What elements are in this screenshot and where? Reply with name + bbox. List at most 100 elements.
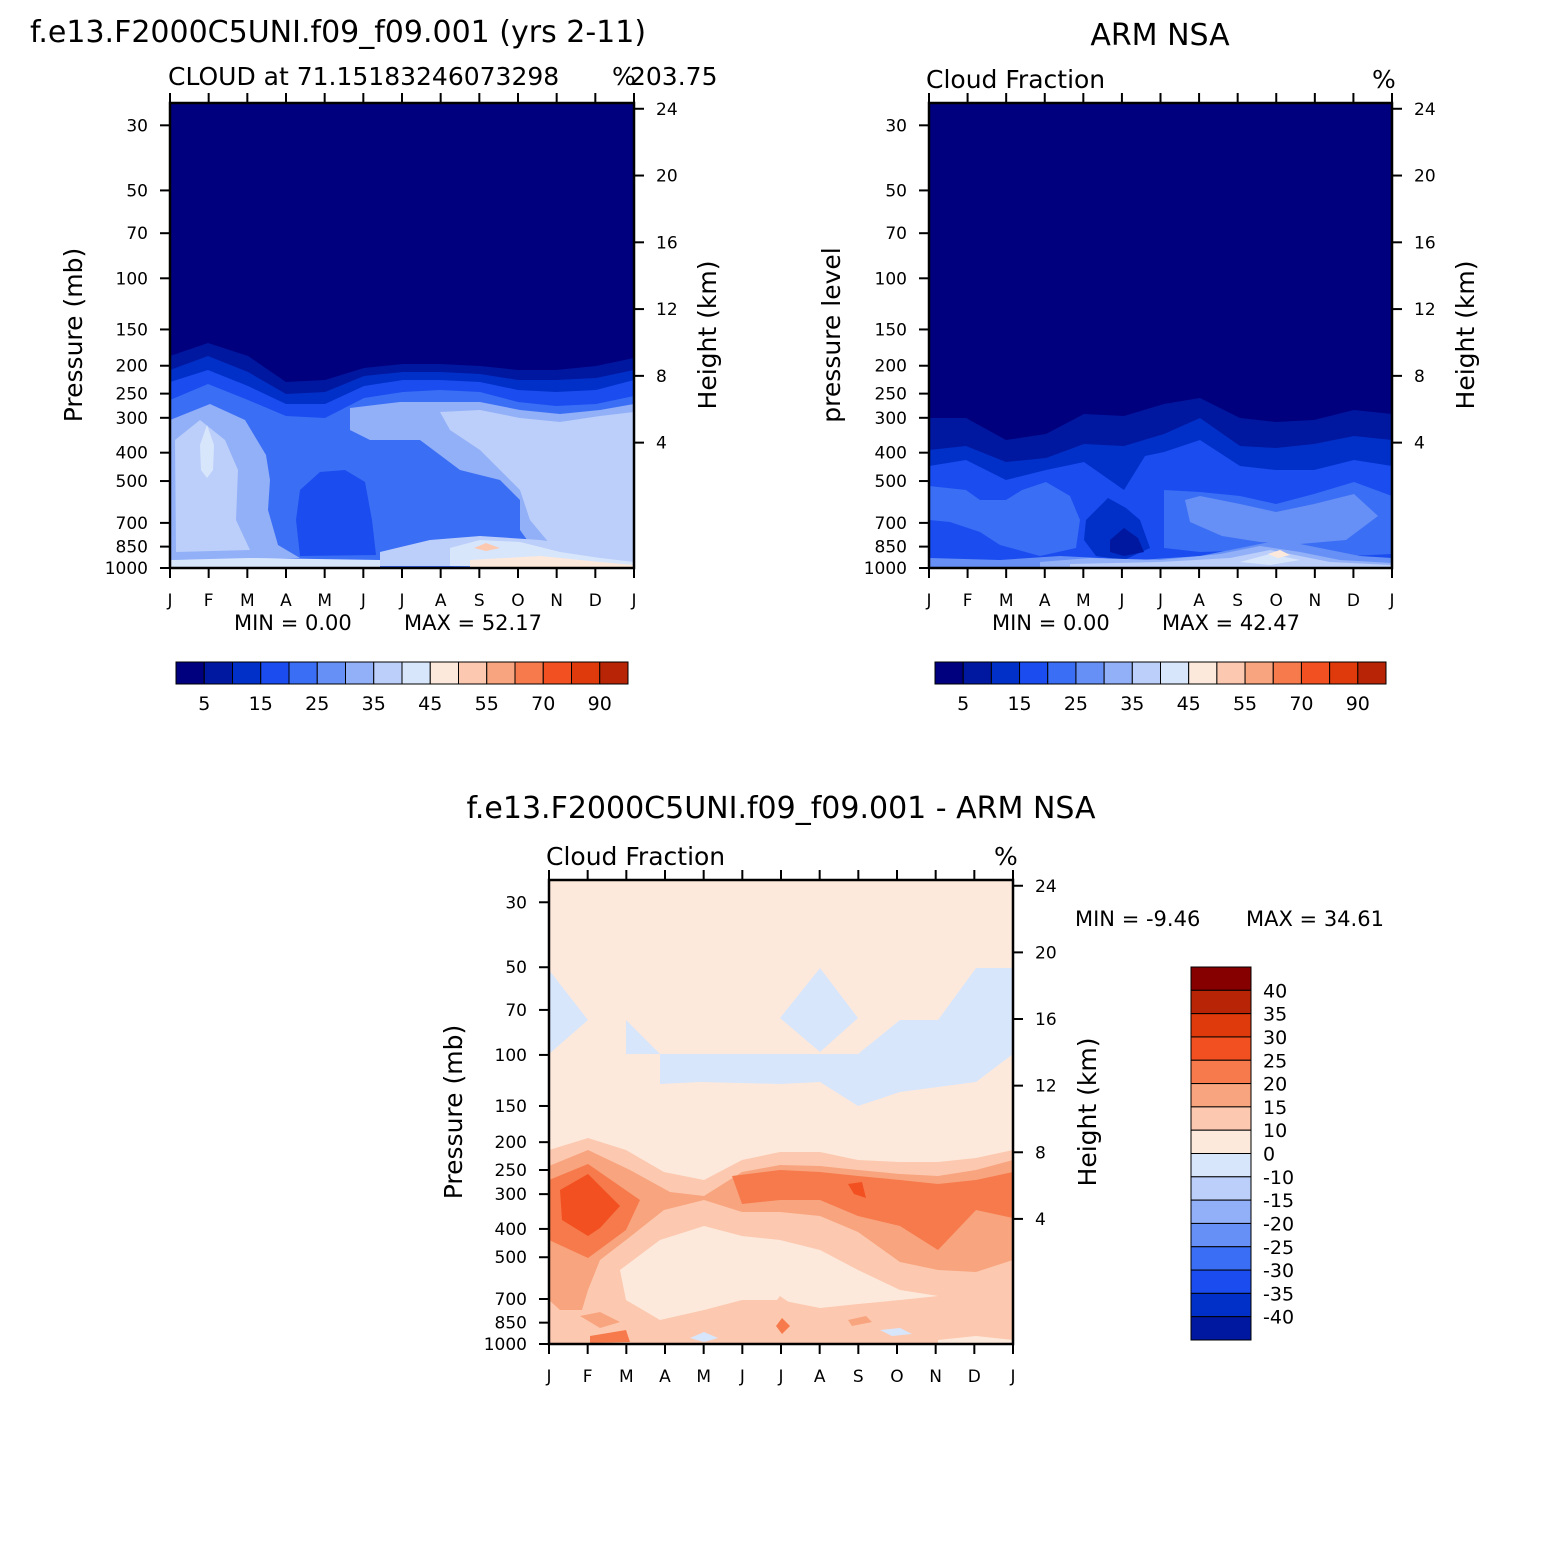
y-tick-label: 70 (126, 224, 148, 244)
x-tick-label: O (890, 1367, 903, 1387)
y-tick-label: 700 (875, 514, 907, 534)
model-max-text: MAX = 52.17 (404, 611, 542, 635)
colorbar-box (1190, 1176, 1252, 1201)
x-tick-label: N (1308, 591, 1321, 611)
model-contour-band-8 (175, 420, 250, 552)
colorbar-box (232, 661, 262, 685)
y-tick-label: 400 (116, 444, 148, 464)
colorbar-label: 70 (1289, 693, 1313, 715)
y-right-tick-label: 16 (1035, 1010, 1057, 1030)
colorbar-box (486, 661, 516, 685)
y-tick-label: 100 (495, 1046, 527, 1066)
colorbar-label: 0 (1263, 1144, 1275, 1166)
model-center-string: 203.75 (630, 62, 717, 91)
y-tick-label: 300 (495, 1185, 527, 1205)
colorbar-box (1190, 1083, 1252, 1108)
y-tick-label: 700 (116, 514, 148, 534)
x-tick-label: S (853, 1367, 864, 1387)
y-right-tick-label: 8 (1035, 1143, 1046, 1163)
obs-panel: ARM NSA Cloud Fraction % J F M A M J J A S O N D J 30… (817, 18, 1480, 715)
y-tick-label: 50 (885, 181, 907, 201)
colorbar-label: 40 (1263, 980, 1287, 1002)
y-tick-label: 150 (495, 1097, 527, 1117)
colorbar-label: 20 (1263, 1074, 1287, 1096)
y-tick-label: 500 (495, 1248, 527, 1268)
y-tick-label: 70 (505, 1001, 527, 1021)
y-tick-label: 200 (116, 357, 148, 377)
colorbar-label: 70 (531, 693, 555, 715)
obs-units: % (1372, 65, 1396, 94)
diff-left-string: Cloud Fraction (546, 842, 725, 871)
colorbar-label: 90 (1346, 693, 1370, 715)
colorbar-box (260, 661, 290, 685)
obs-left-string: Cloud Fraction (926, 65, 1105, 94)
diff-contour-band-16 (848, 1316, 872, 1326)
colorbar-box (373, 661, 403, 685)
colorbar-label: 25 (305, 693, 329, 715)
colorbar-box (1190, 1292, 1252, 1318)
model-contour-band-10 (296, 470, 376, 556)
y-tick-label: 150 (875, 320, 907, 340)
model-ylabel-right: Height (km) (693, 261, 722, 410)
x-tick-label: J (1118, 591, 1124, 611)
y-right-tick-label: 12 (1414, 300, 1436, 320)
x-tick-label: A (280, 591, 292, 611)
x-tick-label: M (240, 591, 255, 611)
x-tick-label: N (929, 1367, 942, 1387)
x-tick-label: D (589, 591, 602, 611)
x-tick-label: F (204, 591, 214, 611)
x-tick-label: F (583, 1367, 593, 1387)
colorbar-label: -10 (1263, 1167, 1294, 1189)
obs-contour-band-4 (929, 482, 1080, 556)
y-right-tick-label: 8 (656, 367, 667, 387)
colorbar-box (1190, 1222, 1252, 1248)
diff-max-text: MAX = 34.61 (1246, 907, 1384, 931)
y-tick-label: 300 (875, 409, 907, 429)
y-right-tick-label: 24 (1035, 877, 1057, 897)
x-tick-label: O (1270, 591, 1283, 611)
y-right-tick-label: 12 (1035, 1077, 1057, 1097)
y-tick-label: 500 (875, 472, 907, 492)
x-tick-label: A (1193, 591, 1205, 611)
colorbar-label: 10 (1263, 1120, 1287, 1142)
y-tick-label: 700 (495, 1290, 527, 1310)
obs-contour-band-13 (1268, 550, 1290, 558)
obs-contour-band-6 (1185, 494, 1378, 544)
diff-panel: f.e13.F2000C5UNI.f09_f09.001 - ARM NSA C… (439, 791, 1384, 1387)
colorbar-label: -35 (1263, 1283, 1294, 1305)
colorbar-label: 15 (1263, 1097, 1287, 1119)
colorbar-box (203, 661, 233, 685)
colorbar-label: -15 (1263, 1190, 1294, 1212)
y-tick-label: 30 (885, 116, 907, 136)
y-tick-label: 30 (126, 116, 148, 136)
x-tick-label: A (659, 1367, 671, 1387)
colorbar-box (1190, 966, 1252, 991)
diff-contour-band-14 (580, 1312, 620, 1328)
y-tick-label: 500 (116, 472, 148, 492)
model-ylabel: Pressure (mb) (59, 248, 88, 422)
x-tick-label: J (739, 1367, 745, 1387)
colorbar-label: 5 (198, 693, 210, 715)
y-tick-label: 250 (495, 1161, 527, 1181)
y-right-tick-label: 4 (1414, 434, 1425, 454)
x-tick-label: O (511, 591, 524, 611)
y-tick-label: 150 (116, 320, 148, 340)
colorbar-box (514, 661, 544, 685)
colorbar-label: 5 (957, 693, 969, 715)
colorbar-box (401, 661, 431, 685)
model-left-string: CLOUD at 71.15183246073298 (168, 62, 559, 91)
colorbar-box (1190, 1153, 1252, 1178)
colorbar-box (1190, 1246, 1252, 1271)
colorbar-box (458, 661, 488, 685)
diff-contour-band-10 (848, 1182, 866, 1198)
x-tick-label: J (360, 591, 366, 611)
x-tick-label: J (398, 591, 404, 611)
colorbar-box (1131, 661, 1161, 685)
colorbar-box (1103, 661, 1133, 685)
colorbar-label: 45 (1177, 693, 1201, 715)
colorbar-box (1160, 661, 1190, 685)
colorbar-box (1188, 661, 1218, 685)
obs-field (929, 103, 1392, 568)
obs-max-text: MAX = 42.47 (1162, 611, 1300, 635)
